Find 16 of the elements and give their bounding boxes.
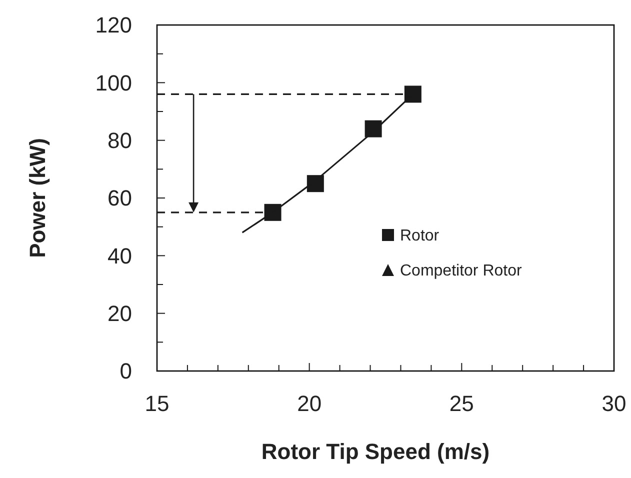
y-axis-title: Power (kW)	[25, 138, 50, 258]
x-tick-label: 30	[602, 391, 626, 416]
x-tick-label: 15	[144, 391, 170, 416]
y-tick-label: 100	[95, 70, 132, 96]
y-tick-label: 120	[95, 12, 132, 38]
x-tick-label: 20	[297, 391, 322, 416]
y-tick-label: 20	[108, 301, 132, 326]
y-tick-label: 40	[108, 243, 132, 268]
x-tick-label: 25	[449, 391, 474, 416]
point	[404, 86, 422, 103]
y-tick-label: 60	[108, 186, 132, 211]
y-tick-label: 80	[108, 128, 132, 154]
y-tick-label: 0	[120, 358, 132, 384]
legend-label: Competitor Rotor	[400, 262, 522, 280]
legend-label: Rotor	[400, 228, 440, 245]
x-axis-title: Rotor Tip Speed (m/s)	[261, 439, 490, 464]
